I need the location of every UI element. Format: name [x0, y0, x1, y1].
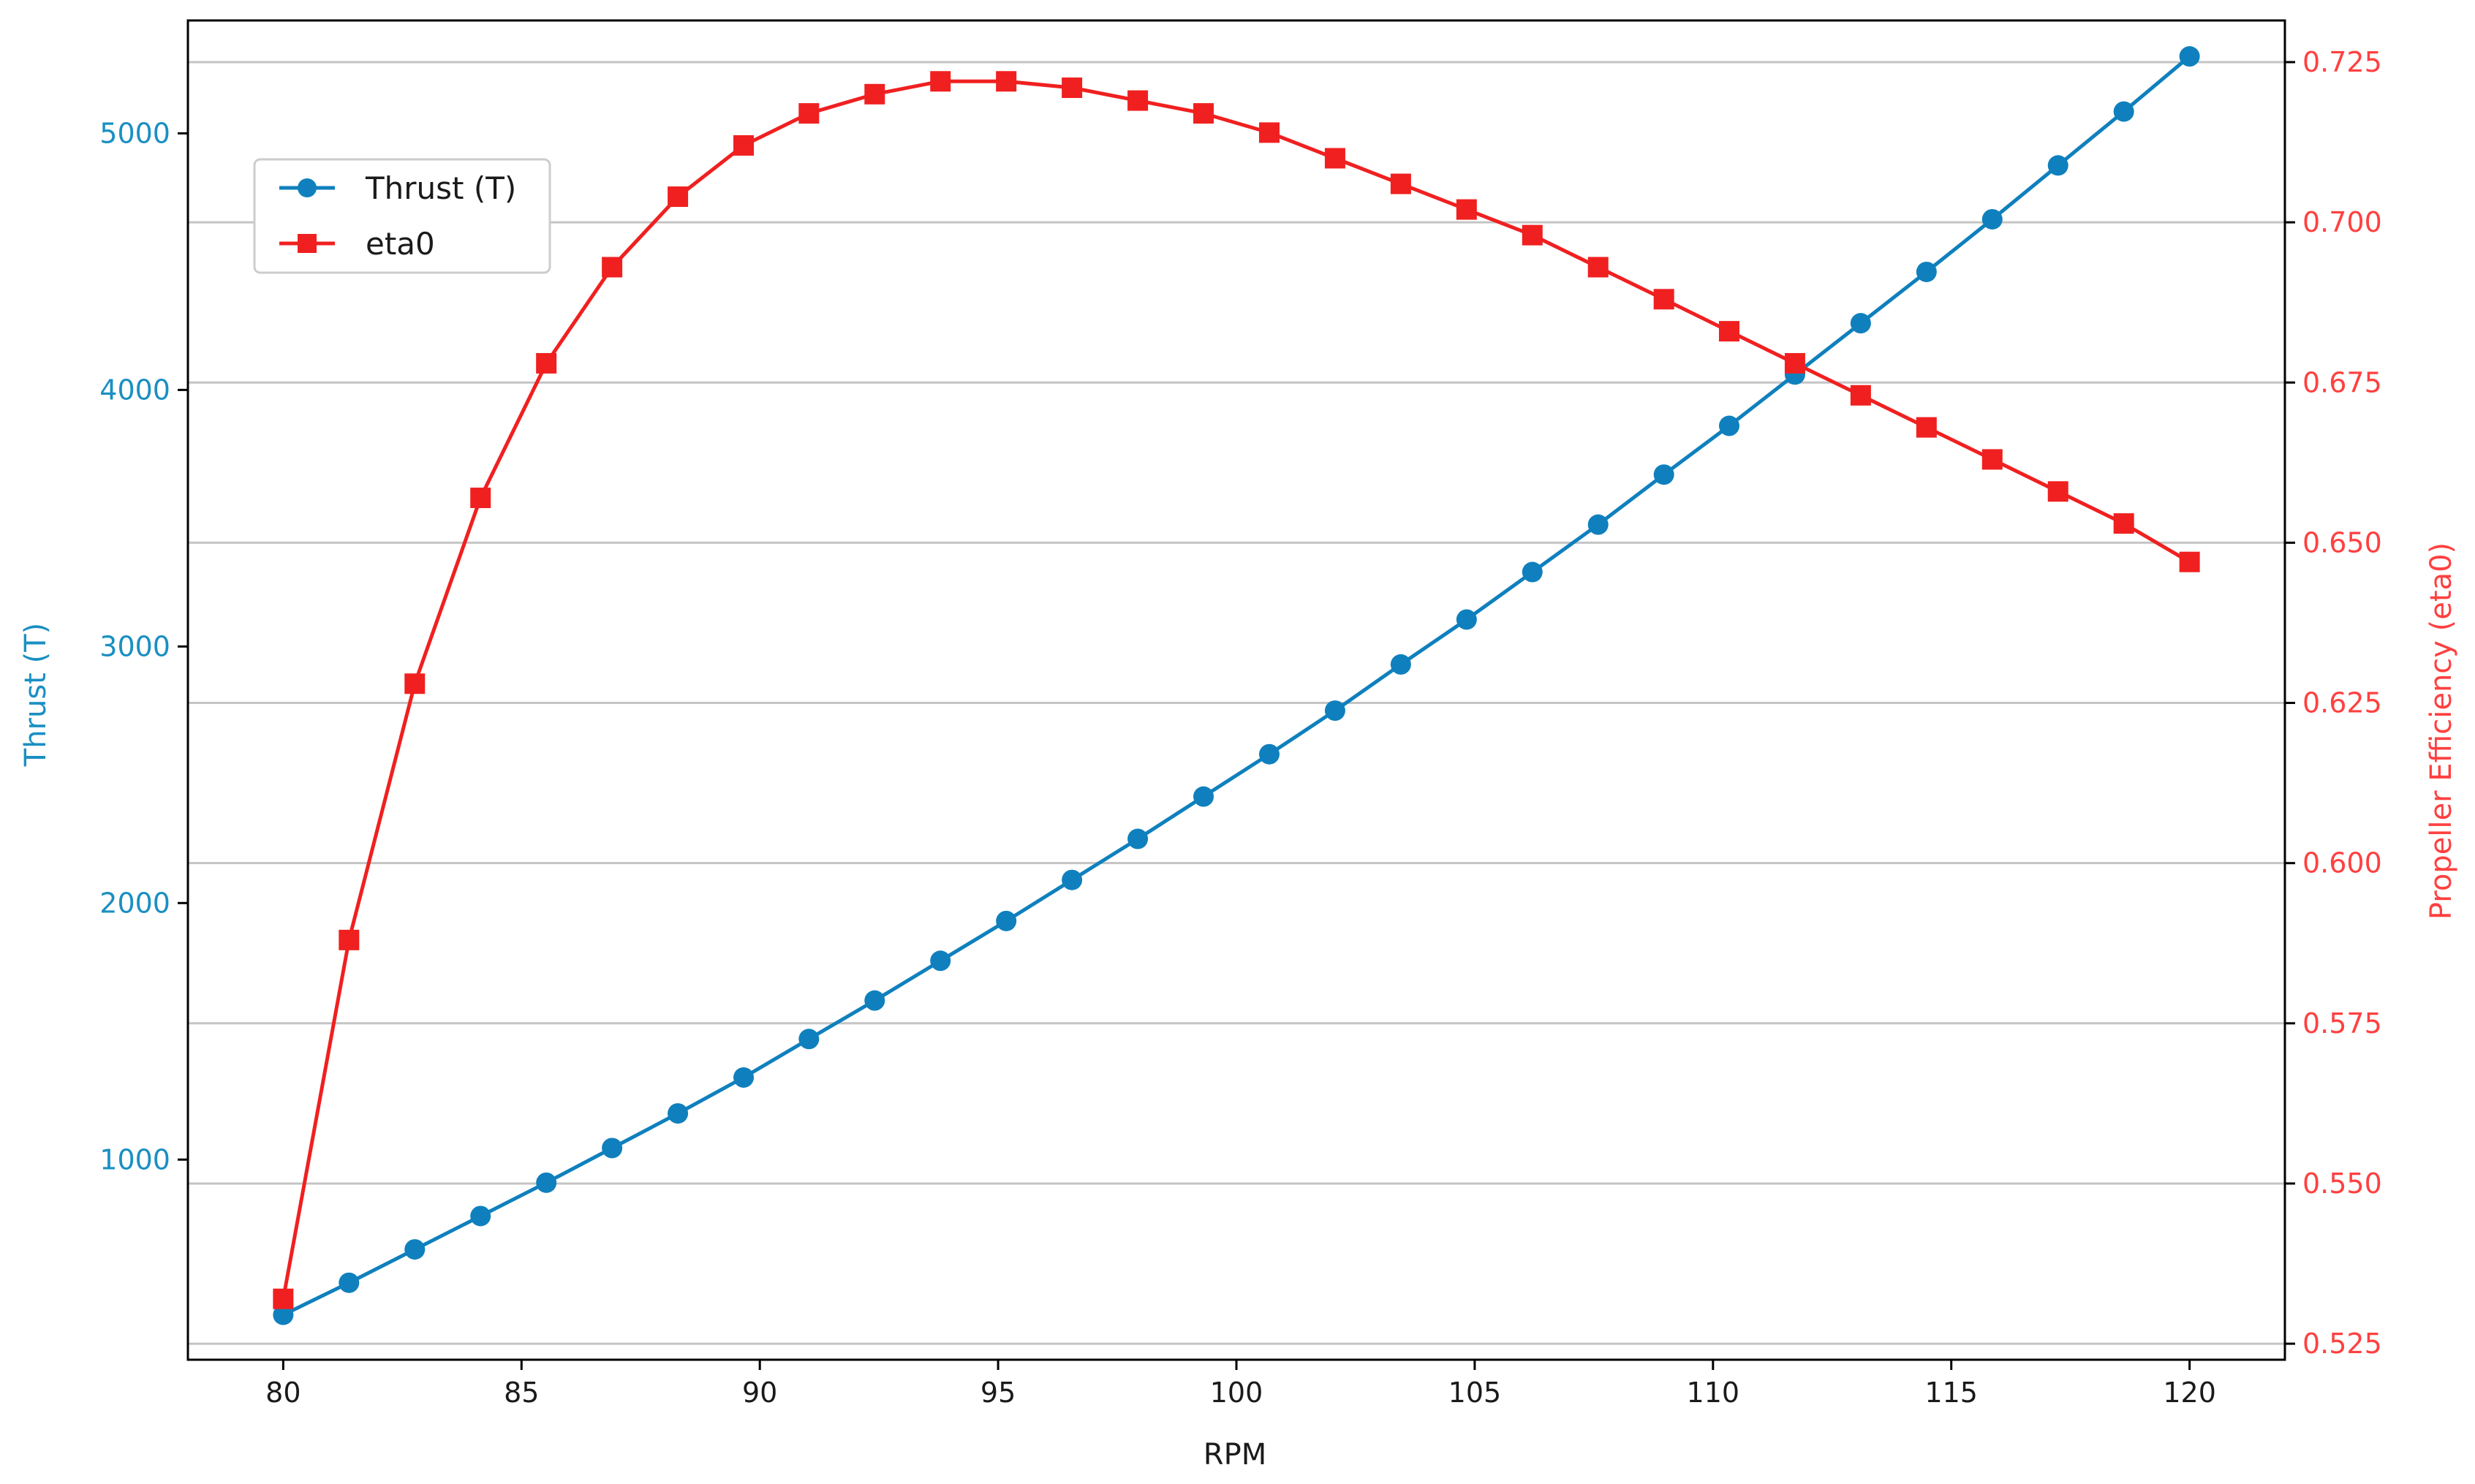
thrust-point — [2047, 155, 2068, 176]
eta0-point — [536, 352, 557, 374]
thrust-point — [1062, 869, 1083, 890]
thrust-point — [1127, 828, 1149, 849]
eta0-point — [1784, 352, 1805, 374]
eta0-point — [864, 83, 885, 105]
legend-thrust-marker — [298, 178, 317, 197]
left-y-axis-title: Thrust (T) — [19, 623, 53, 767]
left-y-tick-label: 4000 — [99, 374, 170, 406]
eta0-point — [1062, 77, 1083, 99]
thrust-point — [668, 1103, 689, 1124]
x-axis-title: RPM — [1204, 1438, 1266, 1472]
right-y-tick-label: 0.650 — [2302, 526, 2382, 559]
right-y-axis-title: Propeller Efficiency (eta0) — [2425, 542, 2458, 920]
thrust-point — [930, 950, 951, 972]
thrust-point — [404, 1239, 426, 1260]
eta0-point — [668, 186, 689, 208]
right-y-tick-label: 0.700 — [2302, 206, 2382, 238]
x-tick-label: 110 — [1687, 1377, 1740, 1409]
right-y-tick-label: 0.625 — [2302, 687, 2382, 719]
thrust-point — [1653, 464, 1674, 485]
thrust-point — [1193, 786, 1214, 807]
eta0-point — [470, 488, 491, 509]
eta0-point — [1324, 148, 1345, 169]
left-y-tick-label: 3000 — [99, 630, 170, 662]
thrust-point — [733, 1067, 755, 1088]
right-y-tick-label: 0.550 — [2302, 1167, 2382, 1200]
x-tick-label: 80 — [265, 1377, 301, 1409]
eta0-point — [1456, 199, 1477, 220]
thrust-point — [2179, 46, 2200, 67]
axes: 80 85 90 95 100 105 110 115 120 1000 2000 3000 4000 5… — [99, 46, 2382, 1409]
series-line — [281, 79, 2191, 1300]
thrust-point — [1981, 208, 2003, 230]
thrust-point — [798, 1029, 820, 1050]
eta0-point — [404, 673, 426, 694]
right-y-tick-label: 0.675 — [2302, 366, 2382, 398]
plot-series — [273, 46, 2200, 1325]
eta0-point — [1193, 103, 1214, 124]
thrust-point — [1258, 743, 1280, 765]
thrust-point — [1324, 700, 1345, 722]
eta0-point — [1916, 417, 1937, 438]
legend-eta0-label: eta0 — [366, 226, 435, 262]
thrust-point — [1587, 514, 1609, 535]
thrust-point — [602, 1137, 623, 1159]
x-tick-label: 95 — [980, 1377, 1016, 1409]
eta0-point — [339, 929, 360, 950]
series-thrust-t — [273, 46, 2200, 1325]
thrust-point — [273, 1304, 294, 1325]
legend-thrust-label: Thrust (T) — [365, 170, 516, 206]
thrust-point — [1850, 313, 1871, 334]
eta0-point — [1653, 289, 1674, 310]
x-tick-label: 90 — [742, 1377, 777, 1409]
right-y-tick-label: 0.525 — [2302, 1328, 2382, 1360]
eta0-point — [273, 1288, 294, 1309]
legend: Thrust (T) eta0 — [253, 158, 551, 274]
left-y-tick-label: 2000 — [99, 887, 170, 919]
eta0-point — [1522, 224, 1543, 246]
series-line — [282, 55, 2191, 1317]
eta0-point — [1390, 173, 1411, 194]
eta0-point — [798, 103, 820, 124]
eta0-point — [1127, 90, 1149, 111]
thrust-point — [864, 990, 885, 1011]
right-y-tick-label: 0.725 — [2302, 46, 2382, 78]
eta0-point — [602, 257, 623, 278]
thrust-point — [1718, 415, 1739, 436]
eta0-point — [1981, 449, 2003, 470]
thrust-point — [1390, 654, 1411, 675]
eta0-point — [2047, 481, 2068, 502]
thrust-point — [1522, 561, 1543, 583]
x-tick-label: 85 — [504, 1377, 539, 1409]
eta0-point — [1587, 257, 1609, 278]
thrust-point — [470, 1205, 491, 1227]
eta0-point — [2179, 551, 2200, 572]
thrust-point — [996, 910, 1017, 931]
left-y-tick-label: 5000 — [99, 117, 170, 149]
thrust-point — [536, 1172, 557, 1193]
eta0-point — [2113, 513, 2134, 534]
x-tick-label: 105 — [1448, 1377, 1502, 1409]
thrust-point — [339, 1272, 360, 1293]
x-tick-label: 100 — [1210, 1377, 1263, 1409]
right-y-tick-label: 0.575 — [2302, 1007, 2382, 1040]
eta0-point — [1718, 321, 1739, 342]
eta0-point — [996, 71, 1017, 92]
legend-eta0-marker — [298, 234, 317, 253]
thrust-point — [2113, 101, 2134, 122]
series-eta0 — [273, 71, 2200, 1309]
eta0-point — [930, 71, 951, 92]
thrust-point — [1916, 261, 1937, 282]
eta0-point — [1850, 385, 1871, 406]
x-tick-label: 115 — [1924, 1377, 1978, 1409]
x-tick-label: 120 — [2163, 1377, 2216, 1409]
left-y-tick-label: 1000 — [99, 1143, 170, 1176]
eta0-point — [733, 135, 755, 156]
eta0-point — [1258, 122, 1280, 143]
thrust-point — [1456, 609, 1477, 630]
right-y-tick-label: 0.600 — [2302, 847, 2382, 879]
